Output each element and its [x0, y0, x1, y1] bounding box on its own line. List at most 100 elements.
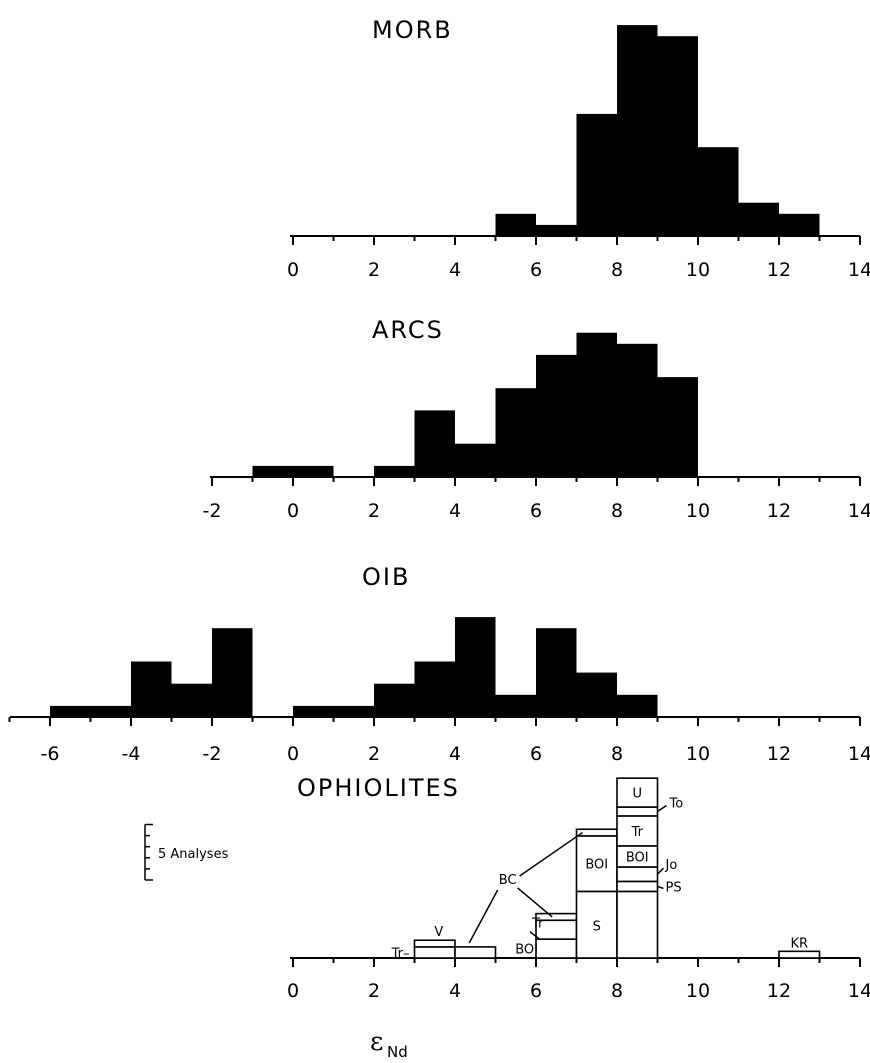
histogram-bar [617, 694, 658, 717]
x-tick-label: 6 [530, 980, 542, 1002]
segment-label-boi: BOI [626, 850, 649, 865]
histogram-bar [536, 354, 577, 477]
scale-bar-label: 5 Analyses [158, 847, 229, 862]
stacked-segment [778, 950, 821, 959]
segment-label-tr: Tr– [391, 946, 410, 961]
histogram-bar [414, 661, 455, 717]
scale-bar: 5 Analyses [144, 823, 229, 881]
x-tick-label: 2 [368, 743, 380, 765]
x-tick-label: 8 [611, 259, 623, 281]
histogram-bar [617, 25, 658, 236]
stacked-segment [616, 880, 659, 893]
x-tick-label: 4 [449, 980, 461, 1002]
x-tick-label: 0 [287, 259, 299, 281]
x-tick-label: 8 [611, 743, 623, 765]
x-tick-label: 2 [368, 980, 380, 1002]
x-tick-label: 6 [530, 500, 542, 522]
histogram-bar [576, 672, 617, 717]
x-tick-label: 12 [767, 500, 791, 522]
histogram-bar [657, 36, 698, 237]
segment-label-to: To [669, 796, 684, 811]
histogram-bar [374, 465, 415, 477]
leader-line [657, 804, 667, 813]
stacked-segment [616, 777, 659, 808]
leader-line [468, 889, 499, 944]
chart-title: OIB [362, 563, 410, 591]
histogram-bar [293, 705, 374, 717]
histogram-bar [50, 705, 131, 717]
segment-label-jo: Jo [665, 858, 678, 873]
segment-label-s: S [593, 920, 601, 935]
histogram-bar [779, 213, 820, 236]
x-tick-label: -2 [203, 743, 222, 765]
stacked-segment [575, 835, 618, 893]
stacked-segment [575, 828, 618, 837]
x-tick-label: 12 [767, 980, 791, 1002]
histogram-bar [171, 683, 212, 717]
x-tick-label: 12 [767, 259, 791, 281]
x-tick-label: 0 [287, 743, 299, 765]
x-tick-label: -2 [203, 500, 222, 522]
histogram-bar [131, 661, 172, 717]
x-tick-label: 12 [767, 743, 791, 765]
histogram-bar [455, 617, 496, 717]
leader-line [529, 931, 541, 941]
panel-ophiolites: OPHIOLITES 0 2 4 6 8 10 12 14 Tr– V BOI Tr S BOI PS Jo BO… [287, 774, 870, 1002]
x-tick-label: 10 [686, 500, 710, 522]
segment-label-v: V [434, 925, 443, 940]
histogram-bar [495, 694, 536, 717]
x-tick-label: -4 [122, 743, 141, 765]
x-tick-label: 10 [686, 980, 710, 1002]
segment-label-boi: BOI [515, 943, 538, 958]
histogram-bar [495, 213, 536, 236]
stacked-segment [413, 946, 456, 959]
histogram-bar [536, 628, 577, 717]
histogram-bar [576, 332, 617, 477]
stacked-segment [616, 815, 659, 847]
x-tick-label: -6 [41, 743, 60, 765]
histogram-bar [495, 388, 536, 477]
x-axis-label-symbol: ε [370, 1027, 383, 1057]
x-tick-label: 6 [530, 743, 542, 765]
histogram-bar [414, 410, 455, 477]
stacked-segment [535, 938, 578, 959]
x-tick-label: 2 [368, 500, 380, 522]
leader-line [519, 831, 583, 877]
x-tick-label: 14 [848, 259, 870, 281]
panel-oib: OIB -6 -4 -2 0 2 4 6 8 10 12 14 [8, 563, 870, 765]
x-tick-label: 4 [449, 259, 461, 281]
histogram-bar [536, 224, 577, 236]
histogram-bar [738, 202, 779, 236]
x-axis-label: ε Nd [370, 1027, 408, 1061]
x-axis-label-subscript: Nd [387, 1043, 408, 1061]
histogram-bar [252, 465, 334, 477]
stacked-segment [454, 946, 497, 959]
segment-label-tr: Tr [531, 917, 544, 932]
x-tick-label: 8 [611, 500, 623, 522]
leader-line [517, 887, 553, 918]
x-tick-label: 14 [848, 500, 870, 522]
stacked-segment [616, 806, 659, 817]
x-tick-label: 10 [686, 743, 710, 765]
segment-label-u: U [632, 787, 642, 802]
segment-label-ps: PS [666, 880, 682, 895]
histogram-bar [698, 147, 739, 236]
x-tick-label: 10 [686, 259, 710, 281]
panel-morb: MORB 0 2 4 6 8 10 12 14 [287, 16, 870, 281]
histogram-bar [617, 343, 658, 477]
segment-label-kr: KR [790, 936, 808, 951]
x-tick-label: 8 [611, 980, 623, 1002]
x-tick-label: 4 [449, 743, 461, 765]
stacked-segment [575, 890, 618, 959]
stacked-segment [616, 890, 659, 959]
panel-arcs: ARCS -2 0 2 4 6 8 10 12 14 [203, 316, 870, 522]
leader-line [657, 885, 664, 890]
histogram-bar [455, 443, 496, 477]
stacked-segment [413, 939, 456, 948]
x-tick-label: 0 [287, 500, 299, 522]
histogram-bar [374, 683, 415, 717]
stacked-segment [616, 866, 659, 883]
segment-label-boi: BOI [585, 858, 608, 873]
x-tick-label: 6 [530, 259, 542, 281]
